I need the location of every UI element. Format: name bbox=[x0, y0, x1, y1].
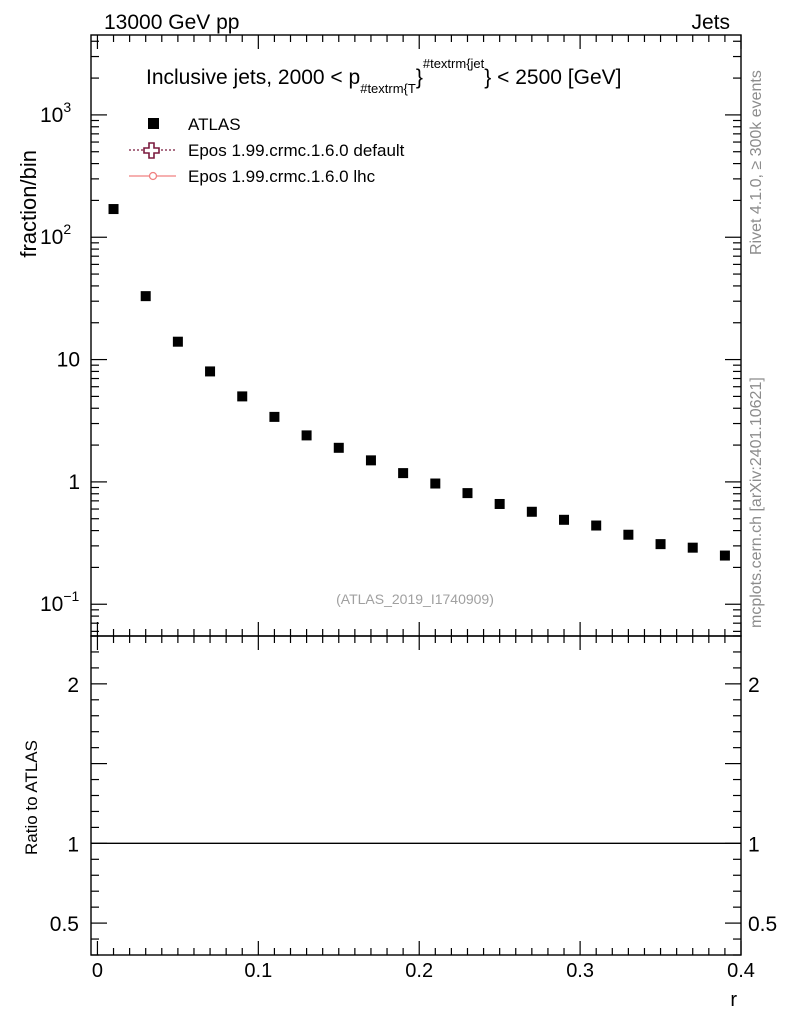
rivet-info: Rivet 4.1.0, ≥ 300k events bbox=[748, 70, 765, 255]
data-point-atlas bbox=[623, 529, 634, 540]
x-tick-label: 0 bbox=[92, 960, 103, 982]
y-tick-label: 103 bbox=[40, 99, 71, 127]
x-tick-label: 0.2 bbox=[405, 960, 433, 982]
data-point-atlas bbox=[365, 455, 376, 466]
legend-label-epos-lhc: Epos 1.99.crmc.1.6.0 lhc bbox=[188, 167, 376, 186]
legend-label-atlas: ATLAS bbox=[188, 115, 241, 134]
x-axis-label: r bbox=[730, 989, 737, 1011]
data-point-atlas bbox=[108, 204, 119, 215]
legend-marker-epos-lhc bbox=[148, 171, 158, 181]
legend: ATLAS Epos 1.99.crmc.1.6.0 default Epos … bbox=[129, 115, 405, 186]
data-point-atlas bbox=[687, 542, 698, 553]
axis-ticks bbox=[91, 35, 742, 956]
ratio-tick-label-left: 1 bbox=[67, 833, 79, 856]
ratio-tick-label-right: 1 bbox=[748, 833, 760, 856]
data-point-atlas bbox=[591, 520, 602, 531]
legend-marker-epos-default bbox=[143, 142, 160, 159]
title-brace: } bbox=[416, 66, 423, 89]
y-tick-label: 102 bbox=[40, 221, 71, 249]
ratio-tick-label-left: 0.5 bbox=[50, 913, 79, 936]
x-tick-label: 0.3 bbox=[566, 960, 594, 982]
data-point-atlas bbox=[237, 391, 248, 402]
data-point-atlas bbox=[140, 291, 151, 302]
data-point-atlas bbox=[301, 430, 312, 441]
title-sub: #textrm{T bbox=[360, 81, 416, 96]
ratio-panel-frame bbox=[90, 635, 742, 956]
data-point-atlas bbox=[719, 550, 730, 561]
title-sup: #textrm{jet bbox=[423, 56, 485, 71]
analysis-label: (ATLAS_2019_I1740909) bbox=[336, 591, 494, 607]
data-point-atlas bbox=[269, 411, 280, 422]
legend-marker-atlas bbox=[148, 118, 159, 129]
ratio-tick-label-right: 0.5 bbox=[748, 913, 777, 936]
mcplots-info: mcplots.cern.ch [arXiv:2401.10621] bbox=[748, 377, 765, 628]
plot-title: Inclusive jets, 2000 < p#textrm{T}#textr… bbox=[146, 56, 621, 96]
data-point-atlas bbox=[526, 506, 537, 517]
data-point-atlas bbox=[430, 478, 441, 489]
legend-label-epos-default: Epos 1.99.crmc.1.6.0 default bbox=[188, 141, 405, 160]
header-right: Jets bbox=[691, 11, 730, 34]
data-point-atlas bbox=[398, 468, 409, 479]
y-axis-label: fraction/bin bbox=[16, 150, 41, 258]
ratio-tick-label-right: 2 bbox=[748, 674, 760, 697]
y-tick-label: 10−1 bbox=[40, 588, 80, 616]
y-tick-label: 10 bbox=[57, 349, 80, 372]
data-point-atlas bbox=[172, 336, 183, 347]
data-points bbox=[108, 204, 730, 561]
data-point-atlas bbox=[333, 442, 344, 453]
ratio-y-axis-label: Ratio to ATLAS bbox=[22, 740, 41, 855]
data-point-atlas bbox=[494, 498, 505, 509]
data-point-atlas bbox=[205, 366, 216, 377]
data-point-atlas bbox=[462, 488, 473, 499]
x-tick-label: 0.4 bbox=[727, 960, 755, 982]
data-point-atlas bbox=[559, 514, 570, 525]
title-pre: Inclusive jets, 2000 < p bbox=[146, 66, 360, 89]
x-tick-label: 0.1 bbox=[244, 960, 272, 982]
data-point-atlas bbox=[655, 539, 666, 550]
header-left: 13000 GeV pp bbox=[104, 11, 239, 34]
title-post: } < 2500 [GeV] bbox=[484, 66, 621, 89]
y-tick-label: 1 bbox=[68, 471, 80, 494]
ratio-tick-label-left: 2 bbox=[67, 674, 79, 697]
